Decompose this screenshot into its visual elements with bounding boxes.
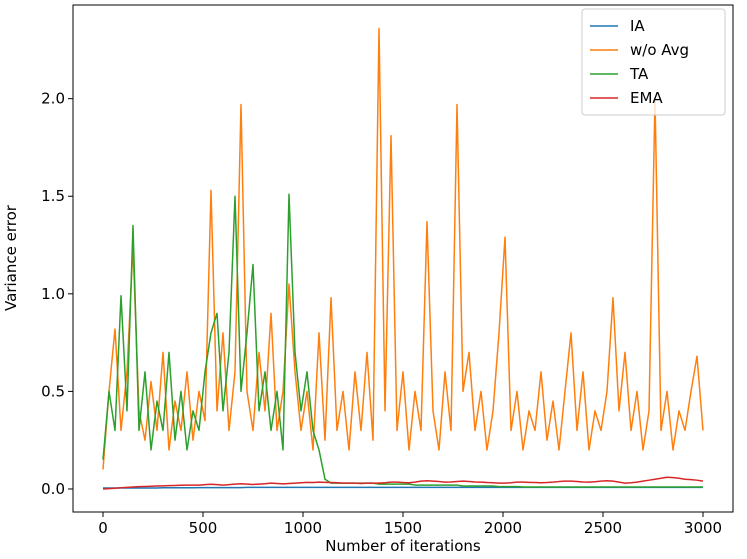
x-tick-label: 2000	[484, 519, 522, 537]
y-axis-label: Variance error	[2, 204, 20, 311]
y-tick-label: 2.0	[41, 90, 65, 108]
y-tick-label: 1.5	[41, 187, 65, 205]
series-line	[102, 27, 704, 470]
legend-label: TA	[629, 65, 649, 83]
y-tick-label: 1.0	[41, 285, 65, 303]
series-line	[102, 476, 704, 490]
y-tick-label: 0.5	[41, 382, 65, 400]
legend-label: EMA	[630, 89, 663, 107]
x-tick-label: 1000	[284, 519, 322, 537]
lines	[102, 27, 704, 490]
x-tick-label: 0	[98, 519, 108, 537]
legend-box	[581, 8, 726, 116]
series-line	[102, 193, 703, 488]
y-tick-label: 0.0	[41, 480, 65, 498]
x-tick-label: 3000	[684, 519, 722, 537]
x-tick-label: 2500	[584, 519, 622, 537]
x-tick-label: 1500	[384, 519, 422, 537]
x-axis-label: Number of iterations	[325, 537, 481, 555]
legend-label: IA	[630, 17, 645, 35]
x-tick-label: 500	[189, 519, 218, 537]
legend-label: w/o Avg	[630, 41, 689, 59]
